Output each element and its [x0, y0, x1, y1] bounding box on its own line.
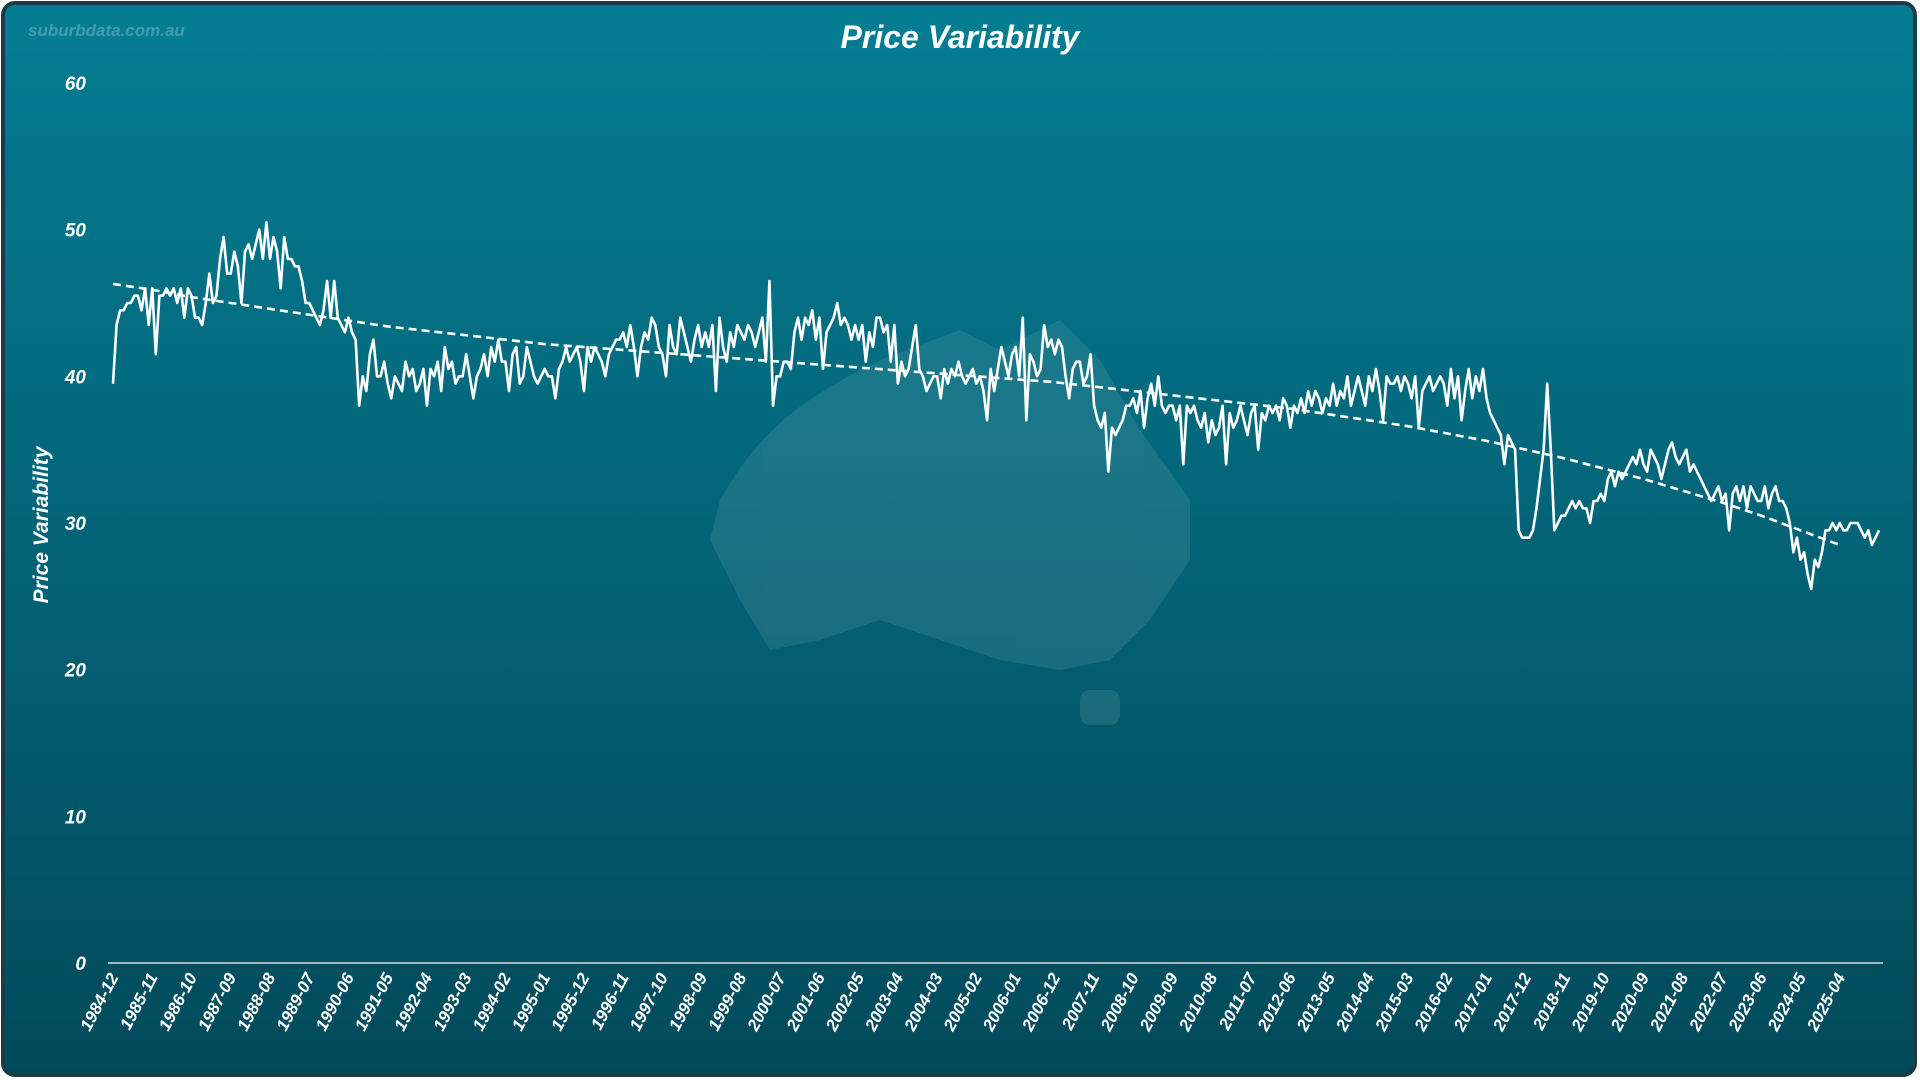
- logo-watermark: [710, 320, 1190, 725]
- y-axis-title: Price Variability: [30, 445, 53, 603]
- y-tick-label: 20: [64, 661, 87, 682]
- watermark: suburbdata.com.au: [28, 21, 185, 40]
- data-line: [111, 221, 1881, 591]
- trend-line: [112, 282, 1841, 547]
- y-tick-label: 30: [65, 514, 87, 535]
- y-tick-label: 50: [65, 221, 87, 242]
- chart-title: Price Variability: [841, 19, 1082, 55]
- y-tick-label: 0: [75, 954, 86, 975]
- y-tick-label: 60: [65, 74, 87, 95]
- y-tick-label: 10: [65, 807, 87, 828]
- y-tick-label: 40: [64, 367, 87, 388]
